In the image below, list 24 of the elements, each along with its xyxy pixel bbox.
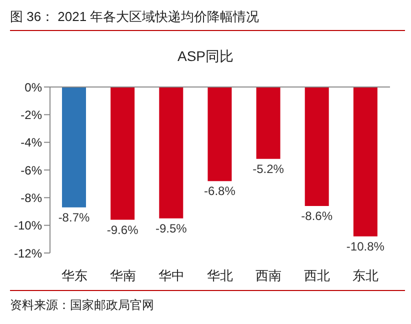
x-tick-label: 东北 [352,268,379,284]
x-tick-label: 西南 [256,268,282,284]
y-tick-label: 0% [24,80,42,94]
data-label: -10.8% [346,239,385,254]
x-tick-label: 华北 [207,268,233,284]
data-label: -6.8% [204,184,236,198]
data-label: -5.2% [252,162,284,176]
y-tick-label: -12% [14,246,42,260]
text: 资料来源：国家邮政局官网 [10,297,155,314]
x-tick-label: 华南 [110,268,136,284]
data-label: -8.6% [301,208,333,223]
x-tick-label: 华东 [61,268,88,284]
y-tick-label: -10% [14,218,42,233]
y-tick-label: -2% [20,108,42,122]
data-label: -9.5% [155,221,188,236]
data-label: -9.6% [106,222,139,237]
chart-title: 图 36： 2021 年各大区域快递均价降幅情况 [10,8,405,31]
x-tick-label: 西北 [304,268,330,284]
y-tick-label: -4% [20,136,42,150]
y-tick-label: -8% [20,190,42,205]
y-tick-label: -6% [20,163,42,178]
data-label: -8.7% [58,210,90,224]
x-tick-label: 华中 [158,268,184,284]
chart-subtitle: ASP同比 [176,48,234,66]
